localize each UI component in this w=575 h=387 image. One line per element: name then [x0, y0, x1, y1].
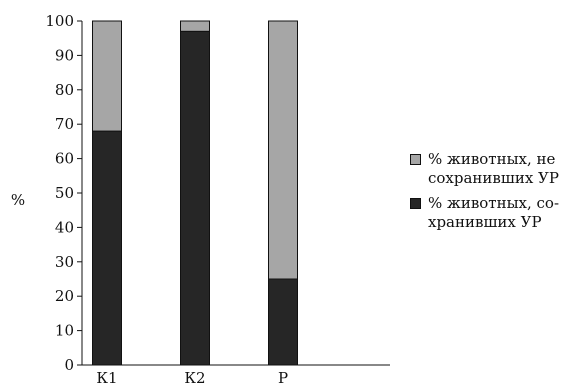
bar-not-retained	[180, 20, 210, 32]
bars	[92, 20, 298, 366]
y-axis: 0 10 20 30 40 50 60 70 80 90 100	[45, 12, 83, 374]
bar-retained	[180, 30, 210, 366]
legend-label-line: хранивших УР	[428, 213, 542, 231]
legend-label-line: % животных, со-	[428, 194, 560, 212]
y-tick-label: 0	[64, 356, 74, 374]
x-tick-label: К2	[184, 369, 205, 387]
legend-swatch-not-retained	[410, 154, 421, 165]
x-tick-label: К1	[96, 369, 117, 387]
y-tick-label: 90	[55, 46, 74, 64]
legend-item-not-retained: % животных, не сохранивших УР	[410, 150, 570, 188]
y-tick-label: 30	[55, 253, 74, 271]
legend-item-retained: % животных, со- хранивших УР	[410, 194, 570, 232]
bar-retained	[268, 278, 298, 366]
y-tick-label: 100	[45, 12, 74, 30]
y-tick-label: 80	[55, 81, 74, 99]
legend: % животных, не сохранивших УР % животных…	[410, 150, 570, 238]
x-tick-label: Р	[278, 369, 288, 387]
y-tick-label: 60	[55, 150, 74, 168]
y-axis-label: %	[11, 191, 25, 209]
legend-swatch-retained	[410, 198, 421, 209]
bar-retained	[92, 130, 122, 366]
y-tick-label: 20	[55, 287, 74, 305]
bar-not-retained	[92, 20, 122, 132]
legend-label-line: сохранивших УР	[428, 169, 559, 187]
bar-not-retained	[268, 20, 298, 280]
y-tick-label: 70	[55, 115, 74, 133]
x-axis: К1 К2 Р	[82, 364, 390, 387]
legend-label-line: % животных, не	[428, 150, 556, 168]
y-tick-label: 50	[55, 184, 74, 202]
y-tick-label: 10	[55, 322, 74, 340]
y-tick-label: 40	[55, 218, 74, 236]
